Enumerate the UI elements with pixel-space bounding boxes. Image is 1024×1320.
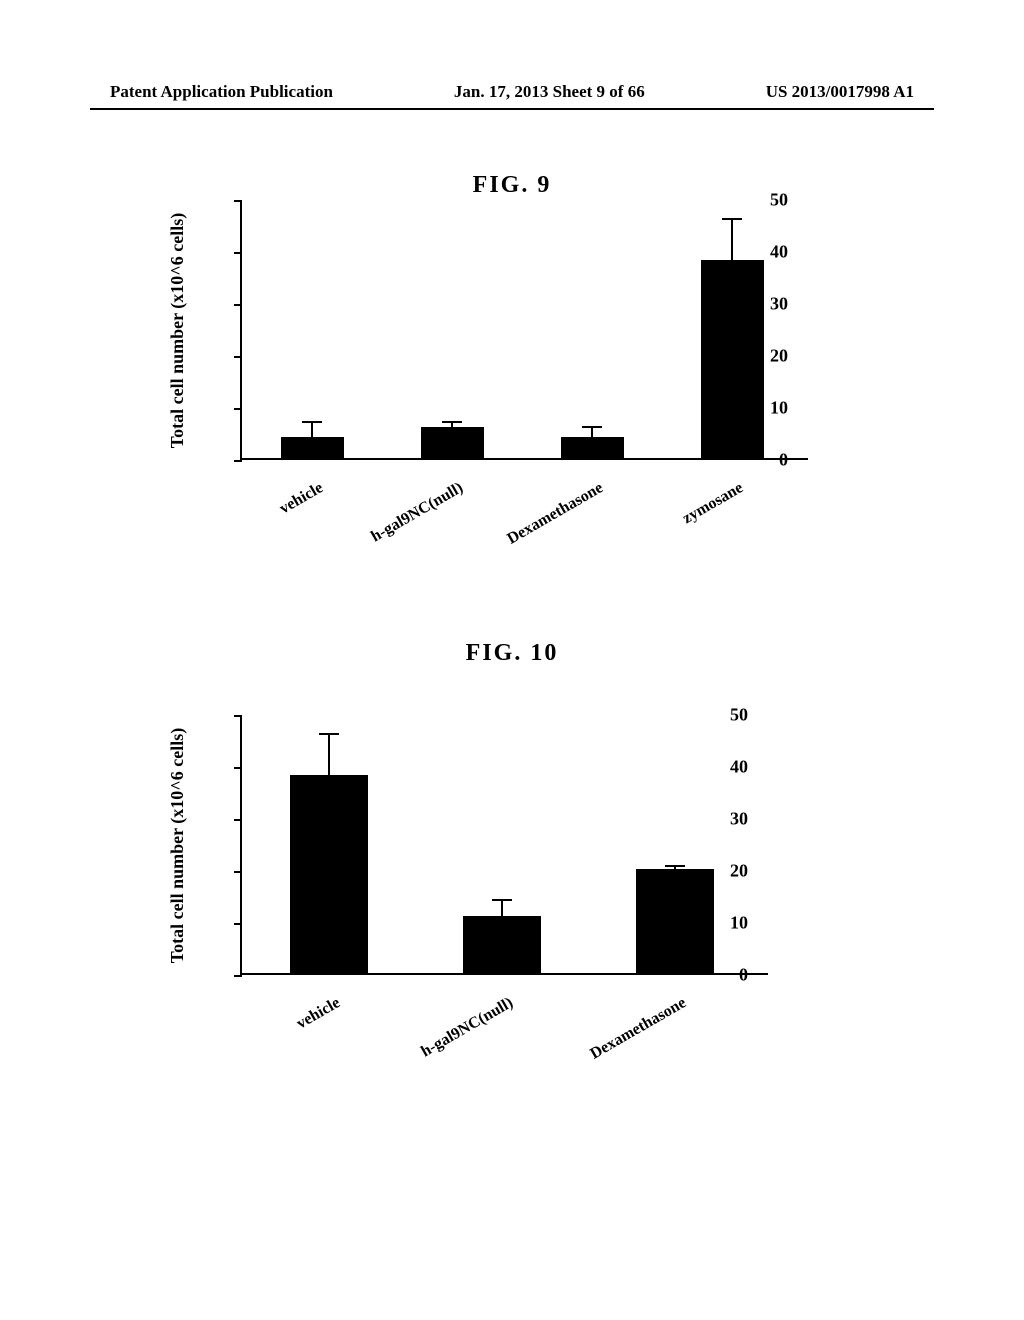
header-left: Patent Application Publication xyxy=(110,82,333,102)
bar xyxy=(281,437,344,458)
figure-10-title: FIG. 10 xyxy=(466,640,559,667)
y-tick xyxy=(234,200,242,202)
error-bar xyxy=(731,219,733,261)
y-tick-label: 50 xyxy=(708,705,748,726)
error-cap xyxy=(582,426,602,428)
error-cap xyxy=(722,218,742,220)
y-tick xyxy=(234,975,242,977)
error-bar xyxy=(311,422,313,438)
figure-10-chart: Total cell number (x10^6 cells) 01020304… xyxy=(160,705,840,1085)
y-tick xyxy=(234,408,242,410)
figure-9-plot-area: 01020304050vehicleh-gal9NC(null)Dexameth… xyxy=(240,200,800,460)
x-tick-label: h-gal9NC(null) xyxy=(378,994,517,1085)
error-cap xyxy=(665,865,685,867)
error-bar xyxy=(328,734,330,776)
figure-10-plot-area: 01020304050vehicleh-gal9NC(null)Dexameth… xyxy=(240,715,760,975)
y-tick xyxy=(234,871,242,873)
y-tick xyxy=(234,460,242,462)
axis-end-tick xyxy=(760,973,768,975)
y-tick xyxy=(234,923,242,925)
x-tick-label: h-gal9NC(null) xyxy=(328,479,467,570)
y-tick xyxy=(234,715,242,717)
header-rule xyxy=(90,108,934,110)
error-cap xyxy=(442,421,462,423)
y-tick-label: 50 xyxy=(748,190,788,211)
figure-10-y-label: Total cell number (x10^6 cells) xyxy=(167,728,188,963)
bar xyxy=(463,916,541,973)
axis-end-tick xyxy=(800,458,808,460)
x-tick-label: Dexamethasone xyxy=(468,479,607,570)
x-tick-label: vehicle xyxy=(204,994,343,1085)
bar xyxy=(290,775,368,973)
y-tick xyxy=(234,767,242,769)
bar xyxy=(636,869,714,973)
error-bar xyxy=(501,900,503,916)
error-bar xyxy=(591,427,593,437)
x-tick-label: vehicle xyxy=(188,479,327,570)
page-header: Patent Application Publication Jan. 17, … xyxy=(0,82,1024,102)
y-tick-label: 40 xyxy=(708,757,748,778)
header-center: Jan. 17, 2013 Sheet 9 of 66 xyxy=(454,82,645,102)
bar xyxy=(701,260,764,458)
header-right: US 2013/0017998 A1 xyxy=(766,82,914,102)
error-cap xyxy=(492,899,512,901)
bar xyxy=(421,427,484,458)
y-tick xyxy=(234,304,242,306)
error-cap xyxy=(319,733,339,735)
bar xyxy=(561,437,624,458)
y-tick-label: 40 xyxy=(748,242,788,263)
y-tick-label: 30 xyxy=(708,809,748,830)
y-tick xyxy=(234,252,242,254)
x-tick-label: zymosane xyxy=(608,479,747,570)
y-tick xyxy=(234,356,242,358)
figure-9-y-label: Total cell number (x10^6 cells) xyxy=(167,213,188,448)
figure-9-chart: Total cell number (x10^6 cells) 01020304… xyxy=(160,190,840,570)
error-cap xyxy=(302,421,322,423)
y-tick xyxy=(234,819,242,821)
x-tick-label: Dexamethasone xyxy=(551,994,690,1085)
